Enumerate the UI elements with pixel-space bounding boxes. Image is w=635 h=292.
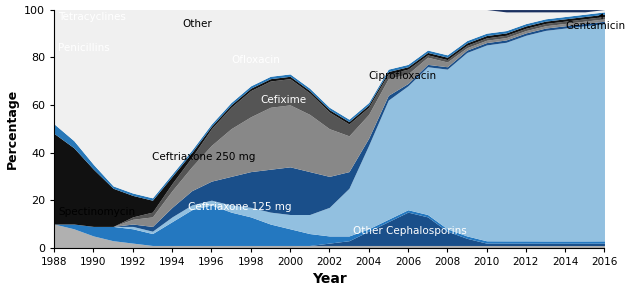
Text: Spectinomycin: Spectinomycin <box>58 207 135 217</box>
Text: Gentamicin: Gentamicin <box>565 14 625 31</box>
Text: Tetracyclines: Tetracyclines <box>58 12 126 22</box>
Text: Ceftriaxone 250 mg: Ceftriaxone 250 mg <box>152 152 256 162</box>
Text: Other Cephalosporins: Other Cephalosporins <box>353 226 467 236</box>
Text: Ceftriaxone 125 mg: Ceftriaxone 125 mg <box>188 202 291 212</box>
X-axis label: Year: Year <box>312 272 347 286</box>
Text: Other: Other <box>182 19 211 29</box>
Text: Ofloxacin: Ofloxacin <box>231 55 280 65</box>
Y-axis label: Percentage: Percentage <box>6 88 18 169</box>
Text: Ciprofloxacin: Ciprofloxacin <box>368 71 437 81</box>
Text: Penicillins: Penicillins <box>58 43 110 53</box>
Text: Cefixime: Cefixime <box>260 95 307 105</box>
